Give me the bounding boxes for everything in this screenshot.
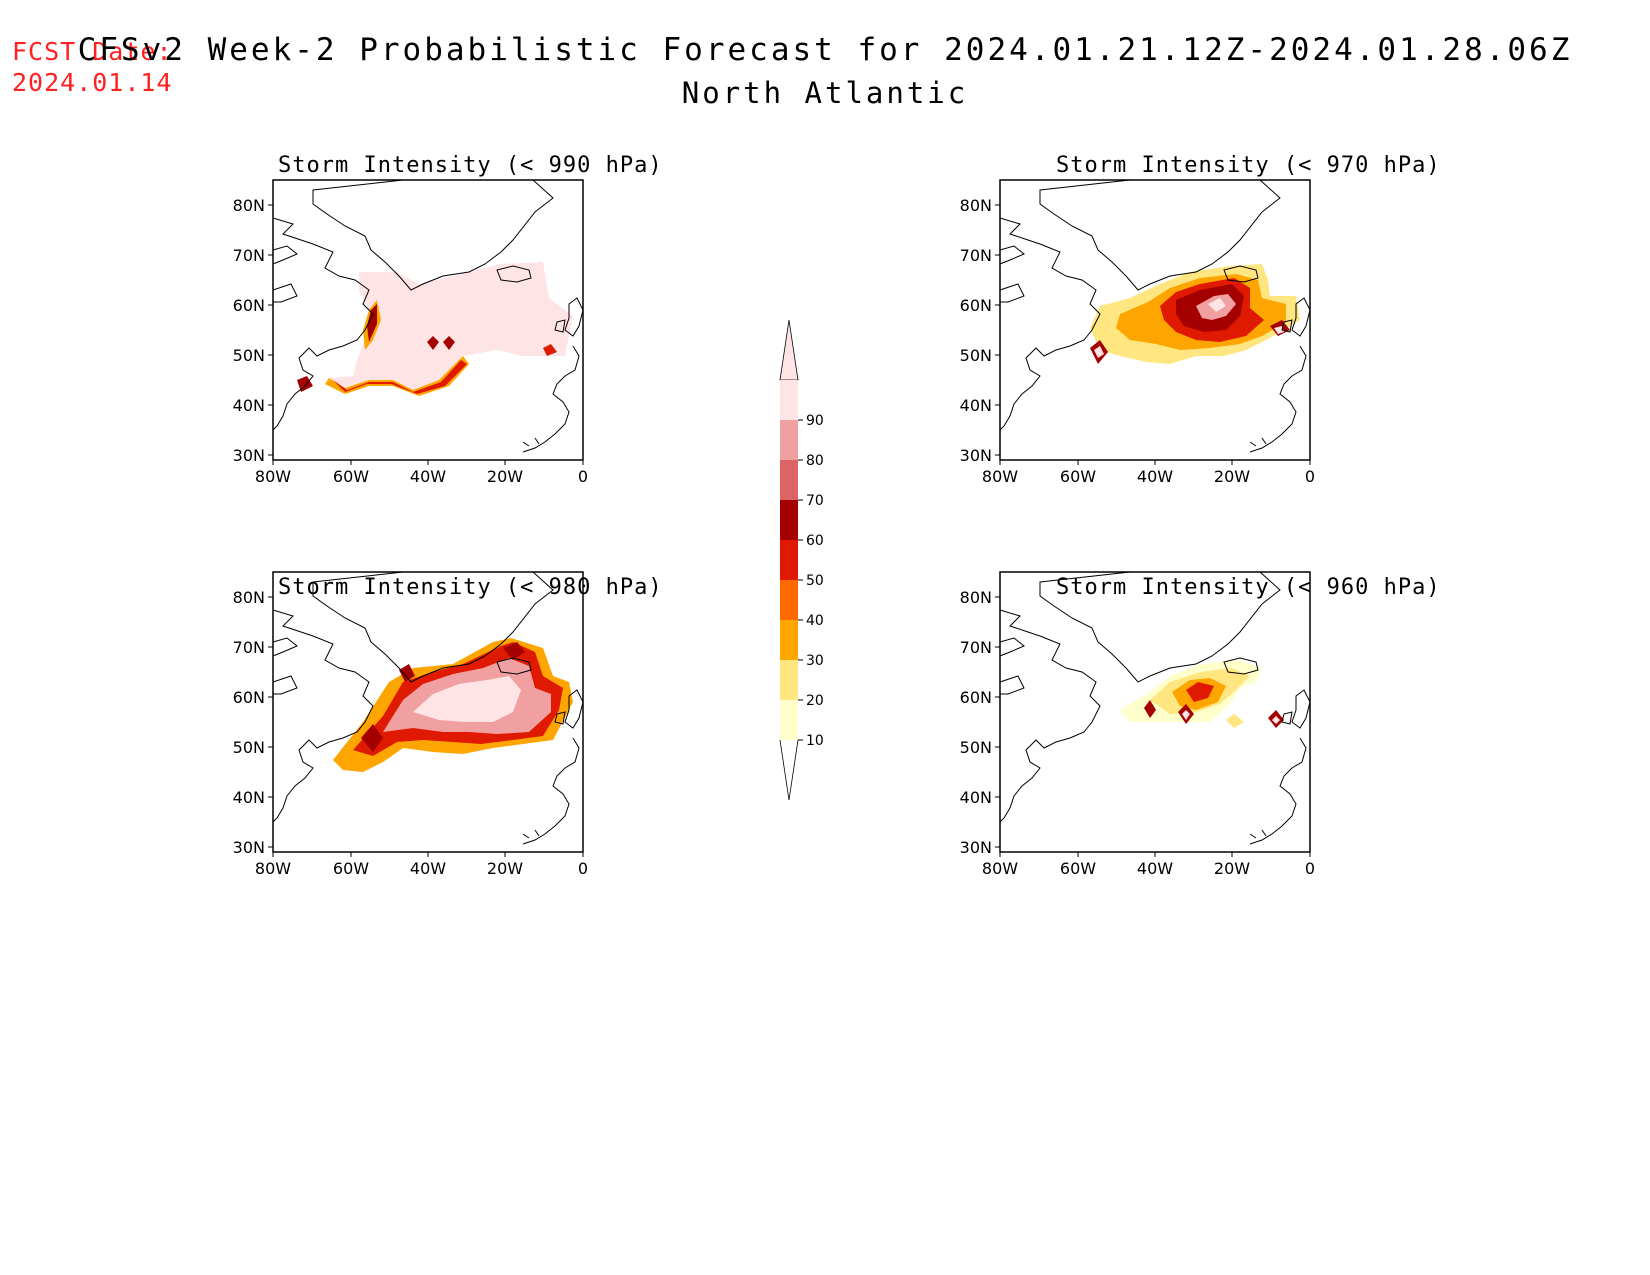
lat-tick-label: 70N bbox=[960, 246, 992, 265]
lat-tick-label: 40N bbox=[233, 396, 265, 415]
lat-tick-label: 70N bbox=[960, 638, 992, 657]
colorbar-level-label: 50 bbox=[806, 573, 824, 589]
panel-title-960: Storm Intensity (< 960 hPa) bbox=[1056, 575, 1441, 600]
lat-tick-label: 80N bbox=[960, 196, 992, 215]
lat-tick-label: 40N bbox=[960, 788, 992, 807]
lon-tick-label: 60W bbox=[333, 467, 369, 486]
colorbar-level-label: 10 bbox=[806, 733, 824, 749]
lat-tick-label: 50N bbox=[960, 738, 992, 757]
probability-field-970 bbox=[999, 179, 1311, 453]
map-panel-970 bbox=[999, 179, 1311, 461]
lat-tick-label: 40N bbox=[233, 788, 265, 807]
lat-tick-label: 60N bbox=[960, 688, 992, 707]
lon-tick-label: 20W bbox=[1214, 467, 1250, 486]
probability-field-980 bbox=[272, 571, 584, 845]
lon-tick-label: 0 bbox=[1305, 859, 1315, 878]
colorbar-level-label: 70 bbox=[806, 493, 824, 509]
map-panel-960 bbox=[999, 571, 1311, 853]
lat-tick-label: 60N bbox=[233, 296, 265, 315]
lon-tick-label: 40W bbox=[1137, 859, 1173, 878]
colorbar-swatch bbox=[780, 620, 798, 660]
lat-tick-label: 70N bbox=[233, 638, 265, 657]
lat-tick-label: 40N bbox=[960, 396, 992, 415]
colorbar-level-label: 20 bbox=[806, 693, 824, 709]
lat-tick-label: 80N bbox=[233, 588, 265, 607]
colorbar-level-label: 90 bbox=[806, 413, 824, 429]
lat-tick-label: 30N bbox=[960, 838, 992, 857]
lat-tick-label: 70N bbox=[233, 246, 265, 265]
colorbar-swatch bbox=[780, 580, 798, 620]
forecast-date-label: FCST Date: bbox=[12, 37, 173, 66]
lat-tick-label: 30N bbox=[960, 446, 992, 465]
colorbar-swatch bbox=[780, 460, 798, 500]
colorbar-swatch bbox=[780, 500, 798, 540]
lat-tick-label: 30N bbox=[233, 446, 265, 465]
axes-layer: 80N 70N 60N 50N 40N 30N 80W 60W 40W 20W 0 80N 70N 60N… bbox=[233, 196, 1315, 878]
colorbar-swatch bbox=[780, 420, 798, 460]
colorbar-swatch bbox=[780, 700, 798, 740]
lat-tick-label: 60N bbox=[233, 688, 265, 707]
lon-tick-label: 60W bbox=[1060, 859, 1096, 878]
region-title: North Atlantic bbox=[681, 76, 969, 110]
lat-tick-label: 80N bbox=[960, 588, 992, 607]
page-title: CFSv2 Week-2 Probabilistic Forecast for … bbox=[77, 32, 1573, 68]
colorbar-level-label: 40 bbox=[806, 613, 824, 629]
lat-tick-label: 80N bbox=[233, 196, 265, 215]
colorbar-bottom-cap bbox=[779, 739, 799, 801]
lon-tick-label: 20W bbox=[487, 467, 523, 486]
panel-title-990: Storm Intensity (< 990 hPa) bbox=[278, 153, 663, 178]
lon-tick-label: 80W bbox=[255, 859, 291, 878]
probability-field-960 bbox=[999, 571, 1311, 845]
lat-tick-label: 60N bbox=[960, 296, 992, 315]
forecast-date-block: FCST Date: 2024.01.14 bbox=[12, 36, 173, 98]
colorbar: 10 20 30 40 50 60 70 80 90 bbox=[779, 319, 824, 801]
lon-tick-label: 60W bbox=[333, 859, 369, 878]
panel-title-970: Storm Intensity (< 970 hPa) bbox=[1056, 153, 1441, 178]
lon-tick-label: 60W bbox=[1060, 467, 1096, 486]
colorbar-level-label: 80 bbox=[806, 453, 824, 469]
colorbar-level-label: 30 bbox=[806, 653, 824, 669]
lon-tick-label: 80W bbox=[982, 859, 1018, 878]
lon-tick-label: 0 bbox=[578, 467, 588, 486]
lat-tick-label: 50N bbox=[233, 738, 265, 757]
colorbar-swatch bbox=[780, 540, 798, 580]
lon-tick-label: 80W bbox=[982, 467, 1018, 486]
lon-tick-label: 40W bbox=[410, 859, 446, 878]
lon-tick-label: 0 bbox=[578, 859, 588, 878]
lon-tick-label: 20W bbox=[1214, 859, 1250, 878]
lon-tick-label: 0 bbox=[1305, 467, 1315, 486]
colorbar-level-label: 60 bbox=[806, 533, 824, 549]
map-panel-990 bbox=[272, 179, 584, 461]
lat-tick-label: 50N bbox=[960, 346, 992, 365]
map-panel-980 bbox=[272, 571, 584, 853]
probability-field-990 bbox=[272, 179, 584, 453]
forecast-date-value: 2024.01.14 bbox=[12, 68, 173, 97]
colorbar-swatch bbox=[780, 380, 798, 420]
lon-tick-label: 80W bbox=[255, 467, 291, 486]
colorbar-top-cap bbox=[779, 319, 799, 381]
lat-tick-label: 50N bbox=[233, 346, 265, 365]
lon-tick-label: 20W bbox=[487, 859, 523, 878]
colorbar-swatch bbox=[780, 660, 798, 700]
lon-tick-label: 40W bbox=[1137, 467, 1173, 486]
lon-tick-label: 40W bbox=[410, 467, 446, 486]
lat-tick-label: 30N bbox=[233, 838, 265, 857]
